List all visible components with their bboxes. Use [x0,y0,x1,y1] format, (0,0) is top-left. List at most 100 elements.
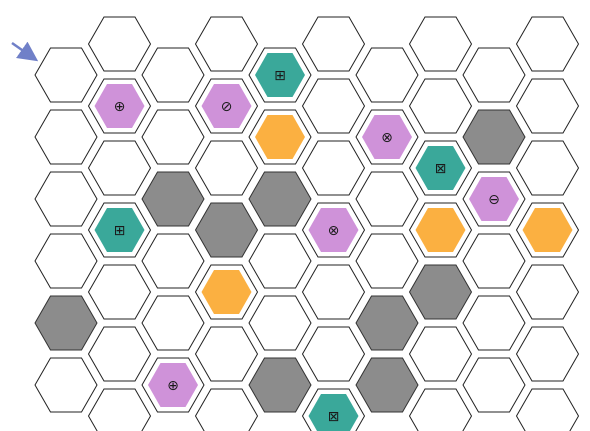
purple-tile [308,208,359,252]
hex-cell-empty[interactable] [141,295,205,351]
hex-cell-teal[interactable]: ⊞ [248,47,312,103]
hex-cell-empty[interactable] [141,233,205,289]
hex-cell-empty[interactable] [355,171,419,227]
hex-cell-orange[interactable] [408,202,473,258]
hex-outline [301,140,366,196]
hex-outline [462,357,526,413]
hex-cell-empty[interactable] [301,326,366,382]
hex-cell-empty[interactable] [355,233,419,289]
hex-cell-empty[interactable] [355,47,419,103]
arrow-icon [11,41,39,62]
wall-hex [194,202,259,258]
hex-cell-wall[interactable] [141,171,205,227]
hex-cell-empty[interactable] [408,326,473,382]
hex-cell-wall[interactable] [408,264,473,320]
hex-cell-empty[interactable] [87,16,152,72]
hex-outline [87,264,152,320]
hex-cell-empty[interactable] [34,357,98,413]
hex-cell-teal[interactable]: ⊠ [301,388,366,431]
tile-symbol-icon: ⊠ [435,161,447,177]
hex-cell-empty[interactable] [194,326,259,382]
hex-cell-empty[interactable] [87,140,152,196]
hex-outline [301,326,366,382]
hex-outline [141,233,205,289]
hex-cell-empty[interactable] [408,16,473,72]
hex-cell-empty[interactable] [515,16,580,72]
hex-cell-empty[interactable] [301,78,366,134]
hex-outline [408,388,473,431]
tile-symbol-icon: ⊕ [167,378,179,394]
hex-outline [515,140,580,196]
wall-hex [355,357,419,413]
hex-cell-purple[interactable]: ⊖ [462,171,526,227]
hex-cell-empty[interactable] [515,140,580,196]
hex-cell-empty[interactable] [462,233,526,289]
hex-cell-teal[interactable]: ⊞ [87,202,152,258]
hex-cell-empty[interactable] [34,171,98,227]
hex-cell-purple[interactable]: ⊗ [355,109,419,165]
hex-cell-empty[interactable] [515,388,580,431]
hex-cell-wall[interactable] [248,357,312,413]
hex-cell-empty[interactable] [301,264,366,320]
hex-cell-empty[interactable] [141,109,205,165]
hex-cell-wall[interactable] [248,171,312,227]
hex-outline [408,16,473,72]
hex-outline [301,16,366,72]
hex-cell-empty[interactable] [515,326,580,382]
hex-cell-empty[interactable] [408,388,473,431]
hex-cell-empty[interactable] [141,47,205,103]
wall-hex [248,171,312,227]
hex-cell-empty[interactable] [248,233,312,289]
hex-cell-empty[interactable] [34,233,98,289]
hex-cell-empty[interactable] [87,388,152,431]
hex-cell-wall[interactable] [462,109,526,165]
hex-cell-orange[interactable] [194,264,259,320]
hex-cell-wall[interactable] [355,295,419,351]
tile-symbol-icon: ⊖ [488,192,500,208]
hex-cell-orange[interactable] [248,109,312,165]
hex-outline [355,47,419,103]
hex-outline [408,326,473,382]
tile-symbol-icon: ⊠ [328,409,340,425]
hex-cell-empty[interactable] [87,264,152,320]
wall-hex [141,171,205,227]
hex-cell-empty[interactable] [301,140,366,196]
hex-cell-purple[interactable]: ⊘ [194,78,259,134]
hex-cell-empty[interactable] [248,295,312,351]
hex-cell-empty[interactable] [34,109,98,165]
teal-tile [415,146,466,190]
hex-cell-empty[interactable] [462,295,526,351]
hex-outline [515,326,580,382]
hex-cell-purple[interactable]: ⊗ [301,202,366,258]
hex-outline [355,171,419,227]
hex-cell-empty[interactable] [301,16,366,72]
purple-tile [94,84,145,128]
hex-outline [355,233,419,289]
orange-tile [415,208,466,252]
hex-cell-empty[interactable] [34,47,98,103]
hex-cell-empty[interactable] [515,264,580,320]
hex-cell-empty[interactable] [515,78,580,134]
hex-cell-empty[interactable] [194,140,259,196]
hex-cell-empty[interactable] [408,78,473,134]
hex-cell-empty[interactable] [462,47,526,103]
hex-cell-wall[interactable] [355,357,419,413]
hex-outline [515,388,580,431]
hex-cell-empty[interactable] [462,357,526,413]
hex-cell-wall[interactable] [34,295,98,351]
hex-outline [462,47,526,103]
hex-cell-empty[interactable] [87,326,152,382]
hex-cell-empty[interactable] [194,388,259,431]
hex-outline [194,140,259,196]
hex-cell-orange[interactable] [515,202,580,258]
hex-outline [515,78,580,134]
hex-cell-wall[interactable] [194,202,259,258]
wall-hex [34,295,98,351]
hex-cell-teal[interactable]: ⊠ [408,140,473,196]
hex-cell-purple[interactable]: ⊕ [141,357,205,413]
hex-cell-purple[interactable]: ⊕ [87,78,152,134]
wall-hex [248,357,312,413]
hex-outline [34,109,98,165]
hex-cell-empty[interactable] [194,16,259,72]
